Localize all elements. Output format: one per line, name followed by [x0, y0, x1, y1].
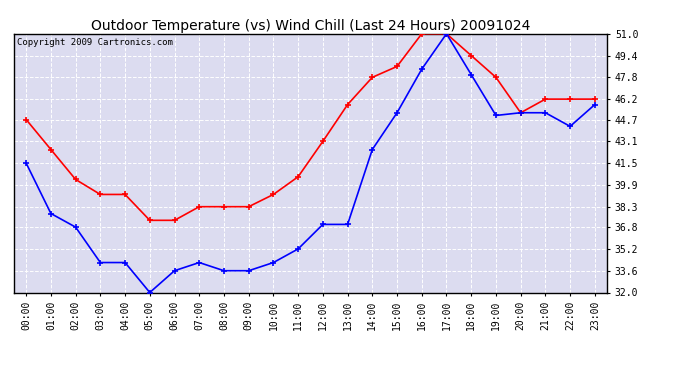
Text: Copyright 2009 Cartronics.com: Copyright 2009 Cartronics.com — [17, 38, 172, 46]
Title: Outdoor Temperature (vs) Wind Chill (Last 24 Hours) 20091024: Outdoor Temperature (vs) Wind Chill (Las… — [91, 19, 530, 33]
